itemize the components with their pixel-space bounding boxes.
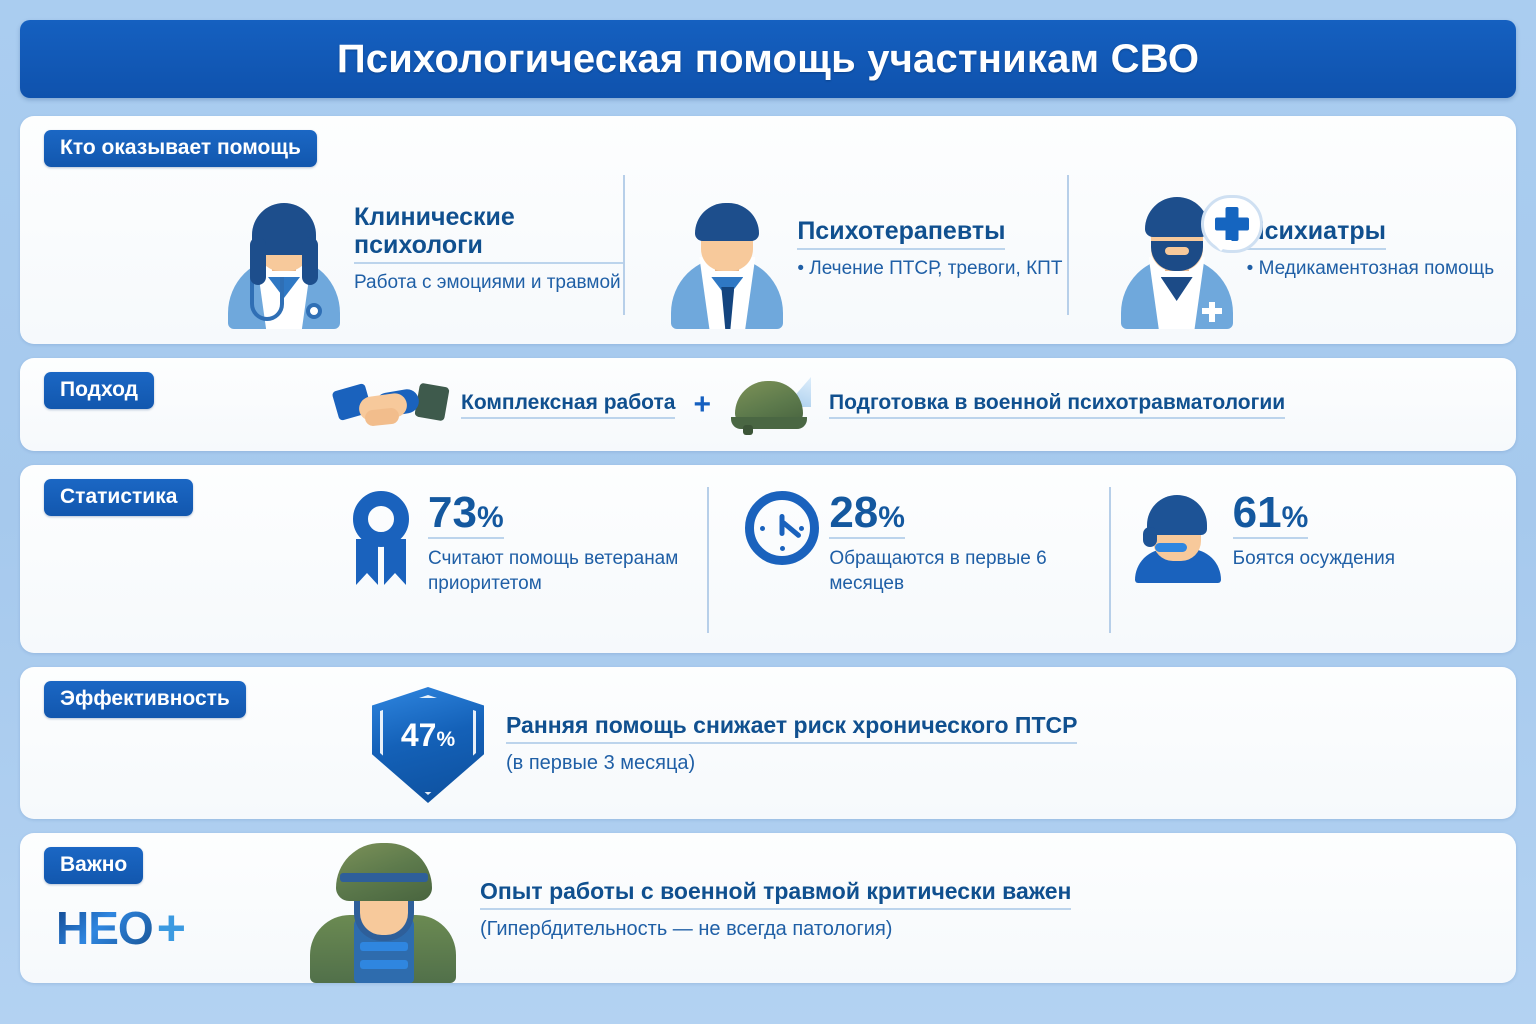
who-item-psychiatrists: Психиатры • Медикаментозная помощь (1066, 169, 1516, 329)
bearded-psychiatrist-icon (1113, 169, 1263, 329)
clock-icon (745, 491, 820, 565)
section-badge-important: Важно (44, 847, 144, 884)
shield-value: 47% (372, 717, 484, 754)
stat-item-priority: 73% Считают помощь ветеранам приоритетом (320, 481, 707, 596)
who-item-desc-text: Медикаментозная помощь (1258, 257, 1495, 279)
brand-logo-word: НЕО (56, 902, 154, 954)
approach-item-2: Подготовка в военной психотравматологии (828, 391, 1286, 420)
page-title: Психологическая помощь участникам СВО (336, 36, 1200, 81)
who-item-clinical-psychologists: Клинические психологи Работа с эмоциями … (20, 169, 624, 329)
stat-number: 73 (428, 488, 477, 537)
statistics-row: 73% Считают помощь ветеранам приоритетом… (320, 481, 1496, 645)
section-badge-effectiveness: Эффективность (44, 681, 246, 718)
medal-ribbon-icon (344, 491, 418, 587)
male-therapist-icon (663, 169, 791, 329)
stat-text: 73% Считают помощь ветеранам приоритетом (428, 491, 707, 596)
effectiveness-row: 47% Ранняя помощь снижает риск хроническ… (372, 687, 1492, 803)
shield-number: 47 (400, 717, 437, 753)
stat-number: 61 (1232, 488, 1282, 537)
who-item-text: Психиатры • Медикаментозная помощь (1241, 217, 1494, 281)
section-badge-approach: Подход (44, 372, 155, 409)
stat-label: Боятся осуждения (1232, 548, 1396, 569)
stat-value: 73% (428, 491, 504, 539)
effectiveness-headline: Ранняя помощь снижает риск хронического … (506, 713, 1078, 745)
section-badge-statistics: Статистика (44, 479, 194, 516)
stat-item-fear-judgement: 61% Боятся осуждения (1108, 481, 1496, 633)
who-item-title: Психотерапевты (797, 217, 1006, 250)
who-item-psychotherapists: Психотерапевты • Лечение ПТСР, тревоги, … (623, 169, 1066, 329)
stat-unit: % (476, 501, 504, 534)
brand-logo: НЕО + (56, 899, 186, 957)
stat-label: Обращаются в первые 6 месяцев (829, 548, 1047, 594)
page-title-banner: Психологическая помощь участникам СВО (20, 20, 1516, 98)
shield-unit: % (436, 728, 456, 751)
who-item-desc-text: Лечение ПТСР, тревоги, КПТ (809, 257, 1063, 279)
who-item-desc: • Лечение ПТСР, тревоги, КПТ (797, 257, 1062, 281)
stat-text: 28% Обращаются в первые 6 месяцев (829, 491, 1108, 596)
section-effectiveness: Эффективность 47% Ранняя помощь снижает … (20, 667, 1516, 819)
soldier-icon (310, 839, 456, 983)
important-headline: Опыт работы с военной травмой критически… (480, 879, 1072, 911)
important-sub: (Гипербдительность — не всегда патология… (480, 918, 893, 941)
medical-cross-badge-icon (1201, 301, 1223, 323)
bullet-marker: • (797, 257, 804, 279)
important-row: Опыт работы с военной травмой критически… (310, 839, 1492, 983)
stat-value: 61% (1232, 488, 1309, 539)
section-who-provides-help: Кто оказывает помощь Клинические (20, 116, 1516, 344)
who-item-title: Психиатры (1246, 217, 1386, 250)
plus-icon: + (693, 388, 711, 421)
who-item-desc: • Медикаментозная помощь (1247, 257, 1494, 281)
stat-label: Считают помощь ветеранам приоритетом (428, 548, 679, 594)
stat-unit: % (878, 501, 905, 534)
shield-icon: 47% (372, 687, 484, 803)
who-items-row: Клинические психологи Работа с эмоциями … (20, 164, 1516, 334)
stat-text: 61% Боятся осуждения (1232, 488, 1396, 572)
important-text: Опыт работы с военной травмой критически… (480, 879, 1072, 942)
stat-number: 28 (829, 488, 879, 537)
approach-row: Комплексная работа + Подготовка в военно… (331, 374, 1492, 436)
military-helmet-icon (729, 377, 815, 435)
female-psychologist-icon (220, 169, 348, 329)
brand-logo-plus-icon: + (156, 900, 186, 956)
approach-item-1: Комплексная работа (461, 391, 676, 420)
who-item-text: Клинические психологи Работа с эмоциями … (348, 203, 624, 295)
stat-unit: % (1281, 501, 1309, 534)
stat-item-first-6-months: 28% Обращаются в первые 6 месяцев (707, 481, 1108, 634)
section-statistics: Статистика 73% Считают помощь ветеранам … (20, 465, 1516, 653)
who-item-title: Клинические психологи (354, 203, 624, 264)
person-headset-icon (1133, 491, 1223, 583)
speech-bubble-cross-icon (1200, 195, 1263, 253)
effectiveness-text: Ранняя помощь снижает риск хронического … (506, 713, 1078, 776)
handshake-icon (331, 377, 450, 433)
effectiveness-sub: (в первые 3 месяца) (506, 752, 696, 775)
section-important: Важно Опыт работы с военной травмой крит… (20, 833, 1516, 983)
who-item-text: Психотерапевты • Лечение ПТСР, тревоги, … (791, 217, 1062, 281)
section-badge-who: Кто оказывает помощь (44, 130, 317, 167)
stat-value: 28% (829, 491, 905, 539)
section-approach: Подход Комплексная работа + Подготовка в… (20, 358, 1516, 451)
who-item-desc: Работа с эмоциями и травмой (354, 271, 621, 293)
bullet-marker: • (1246, 257, 1254, 279)
